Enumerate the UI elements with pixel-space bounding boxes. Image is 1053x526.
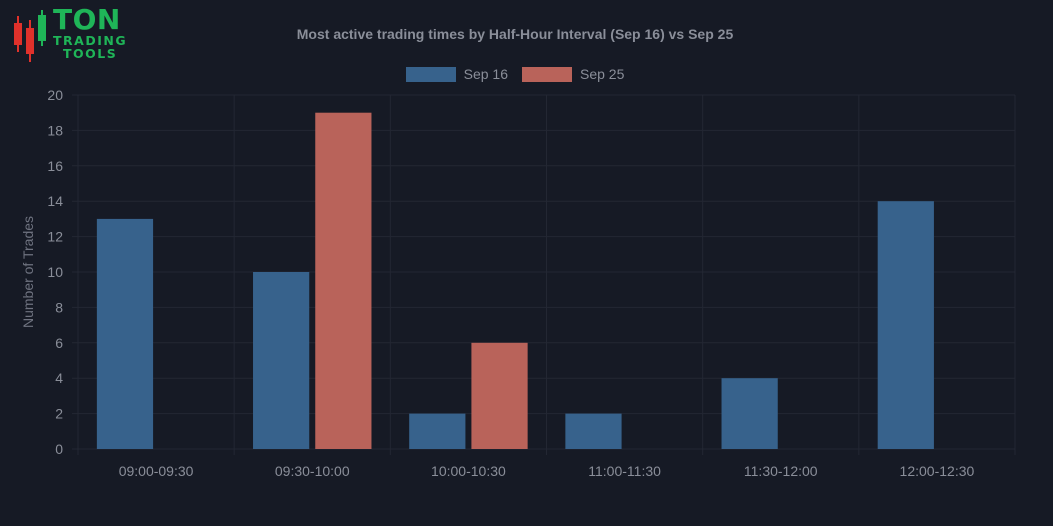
y-tick-label: 6 [55, 335, 63, 351]
bar-sep16-09:30-10:00 [253, 272, 310, 449]
y-tick-label: 8 [55, 299, 63, 315]
y-tick-label: 2 [55, 406, 63, 422]
bar-sep16-11:00-11:30 [565, 413, 622, 449]
chart-title: Most active trading times by Half-Hour I… [296, 26, 734, 42]
y-tick-label: 0 [55, 441, 63, 457]
x-tick-label: 11:00-11:30 [588, 463, 661, 479]
x-tick-label: 10:00-10:30 [431, 463, 506, 479]
y-tick-label: 14 [47, 193, 63, 209]
y-tick-label: 12 [47, 229, 63, 245]
bar-sep16-11:30-12:00 [721, 378, 778, 449]
legend-swatch-sep16 [405, 66, 456, 82]
legend-label-sep16: Sep 16 [463, 66, 508, 82]
candlestick-icon [14, 10, 46, 62]
logo-line-1: TRADING [53, 33, 128, 48]
y-tick-label: 10 [47, 264, 63, 280]
legend-label-sep25: Sep 25 [580, 66, 625, 82]
y-tick-label: 16 [47, 158, 63, 174]
chart-legend: Sep 16 Sep 25 [0, 66, 1030, 82]
x-tick-label: 11:30-12:00 [744, 463, 818, 479]
bar-sep16-10:00-10:30 [409, 413, 466, 449]
y-tick-label: 4 [55, 370, 63, 386]
bar-sep25-09:30-10:00 [315, 112, 372, 449]
bar-sep16-12:00-12:30 [877, 201, 934, 449]
legend-swatch-sep25 [522, 66, 572, 82]
x-tick-label: 09:00-09:30 [119, 463, 194, 479]
ton-trading-tools-logo: TON TRADING TOOLS [10, 3, 140, 64]
x-tick-label: 12:00-12:30 [900, 463, 975, 479]
y-tick-label: 20 [47, 87, 63, 103]
legend-item-sep16[interactable]: Sep 16 [405, 66, 508, 82]
legend-item-sep25[interactable]: Sep 25 [522, 66, 624, 82]
y-axis-title: Number of Trades [20, 216, 36, 328]
x-tick-label: 09:30-10:00 [275, 463, 350, 479]
bar-sep25-10:00-10:30 [471, 342, 528, 449]
y-tick-label: 18 [47, 122, 63, 138]
bar-sep16-09:00-09:30 [96, 218, 154, 449]
logo-line-2: TOOLS [63, 46, 118, 61]
logo-word: TON [53, 3, 121, 36]
